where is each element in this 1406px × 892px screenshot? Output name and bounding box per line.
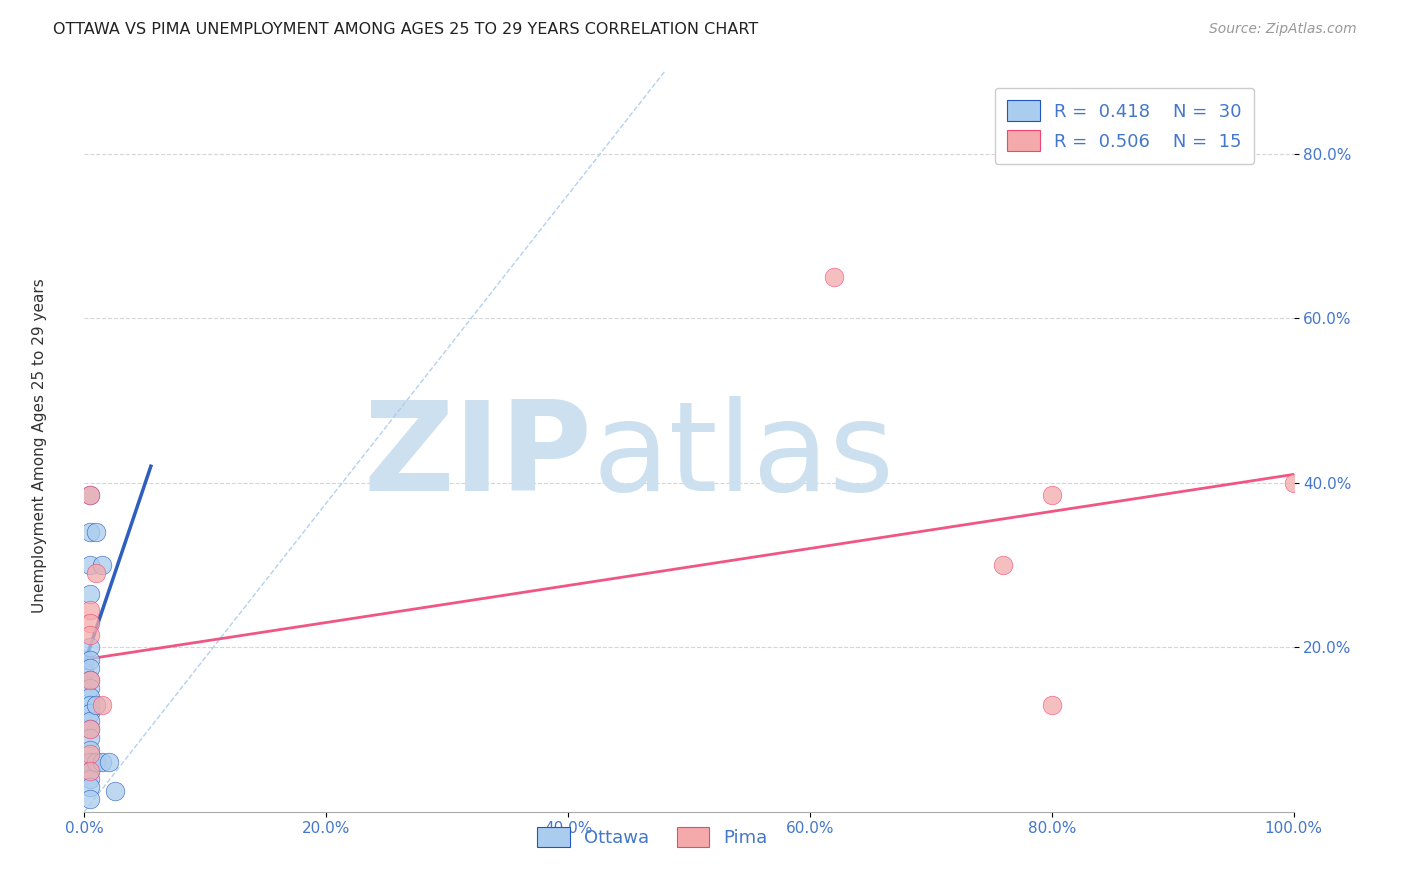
Point <box>79 780 101 794</box>
Point <box>79 698 101 712</box>
Point <box>79 673 101 687</box>
Point <box>91 558 114 572</box>
Point <box>79 743 101 757</box>
Point <box>79 731 101 745</box>
Point <box>97 756 120 770</box>
Point <box>79 706 101 720</box>
Point <box>79 652 101 666</box>
Text: atlas: atlas <box>592 396 894 516</box>
Text: Unemployment Among Ages 25 to 29 years: Unemployment Among Ages 25 to 29 years <box>32 278 46 614</box>
Point <box>79 690 101 704</box>
Point <box>823 270 845 285</box>
Point <box>79 603 101 617</box>
Point <box>86 566 108 581</box>
Point <box>73 665 96 679</box>
Point <box>79 764 101 778</box>
Point <box>73 652 96 666</box>
Point <box>79 587 101 601</box>
Point <box>79 615 101 630</box>
Point <box>1040 488 1063 502</box>
Point <box>79 673 101 687</box>
Point <box>993 558 1015 572</box>
Point <box>79 640 101 655</box>
Point <box>79 558 101 572</box>
Point <box>79 723 101 737</box>
Point <box>1040 698 1063 712</box>
Point <box>79 714 101 729</box>
Point <box>79 524 101 539</box>
Point <box>86 524 108 539</box>
Text: Source: ZipAtlas.com: Source: ZipAtlas.com <box>1209 22 1357 37</box>
Point <box>1282 475 1305 490</box>
Point <box>79 756 101 770</box>
Point <box>86 756 108 770</box>
Point <box>79 488 101 502</box>
Point <box>91 698 114 712</box>
Point <box>79 681 101 696</box>
Point <box>79 747 101 761</box>
Point <box>79 661 101 675</box>
Point <box>79 723 101 737</box>
Point <box>104 784 127 798</box>
Legend: Ottawa, Pima: Ottawa, Pima <box>527 815 779 858</box>
Point <box>86 698 108 712</box>
Point <box>91 756 114 770</box>
Point <box>79 764 101 778</box>
Text: OTTAWA VS PIMA UNEMPLOYMENT AMONG AGES 25 TO 29 YEARS CORRELATION CHART: OTTAWA VS PIMA UNEMPLOYMENT AMONG AGES 2… <box>53 22 759 37</box>
Text: ZIP: ZIP <box>364 396 592 516</box>
Point <box>79 792 101 806</box>
Point <box>79 772 101 786</box>
Point <box>79 628 101 642</box>
Point <box>79 488 101 502</box>
